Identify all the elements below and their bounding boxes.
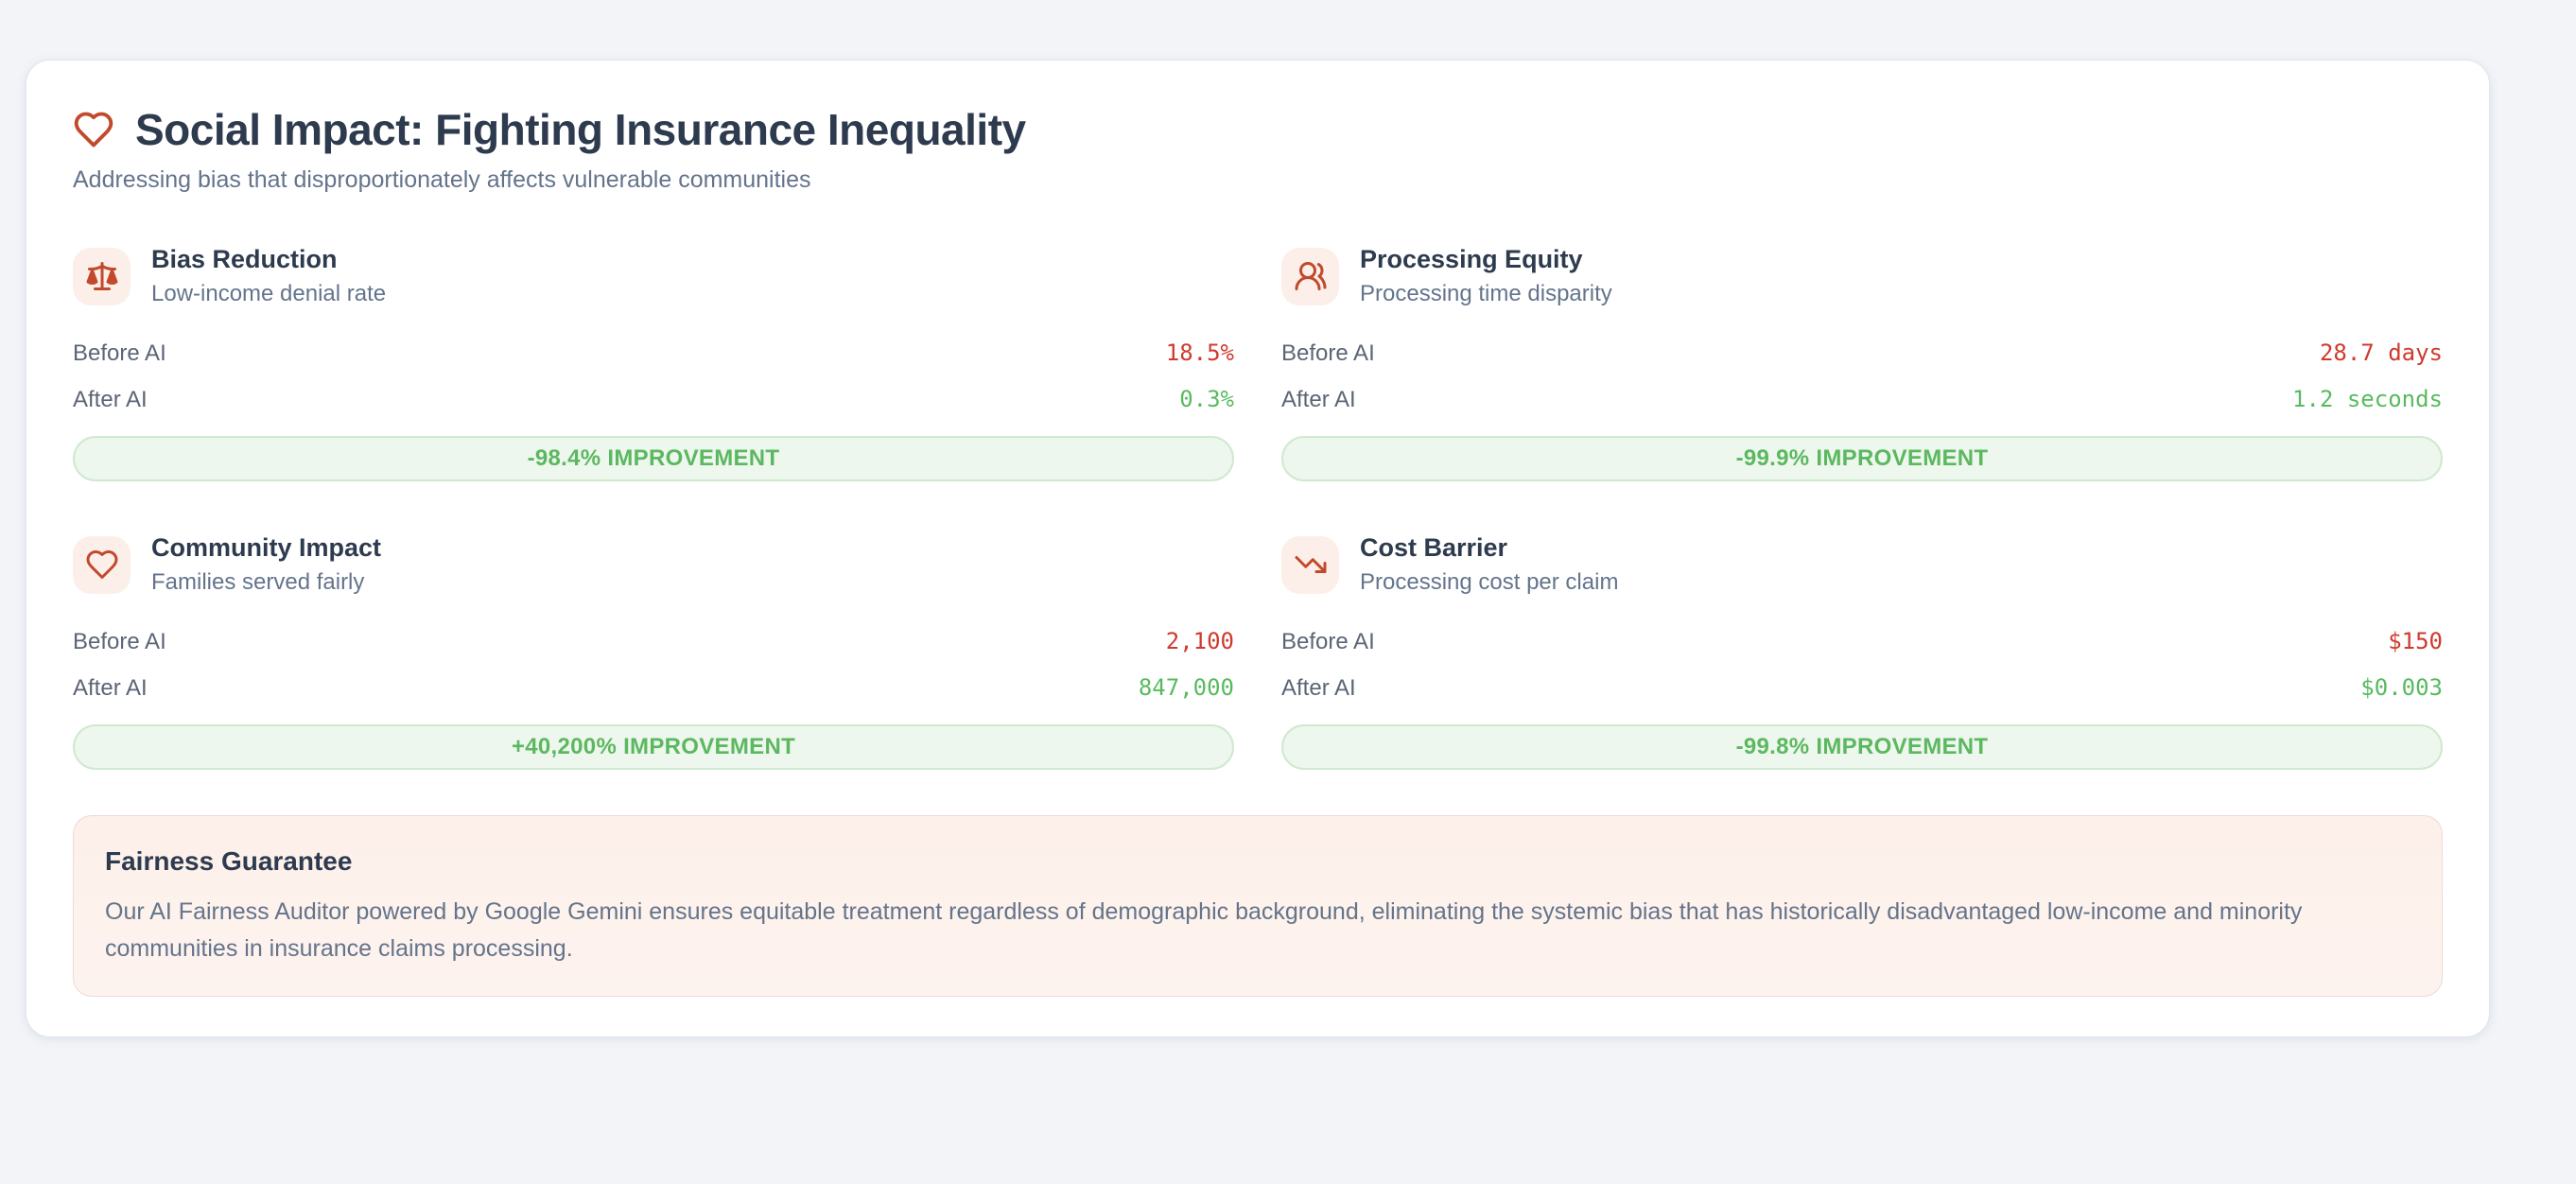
after-ai-row: After AI 847,000 xyxy=(73,674,1234,702)
before-ai-value: 18.5% xyxy=(1165,340,1234,366)
page-title: Social Impact: Fighting Insurance Inequa… xyxy=(135,105,1026,154)
metric-title: Community Impact xyxy=(151,533,382,562)
card-header: Social Impact: Fighting Insurance Inequa… xyxy=(73,104,2443,155)
metric-card-processing-equity: Processing Equity Processing time dispar… xyxy=(1281,245,2443,481)
after-ai-row: After AI 0.3% xyxy=(73,386,1234,413)
after-ai-label: After AI xyxy=(1281,675,1356,701)
after-ai-label: After AI xyxy=(73,387,148,412)
before-ai-label: Before AI xyxy=(1281,340,1375,366)
metric-heading-group: Processing Equity Processing time dispar… xyxy=(1360,245,1612,307)
after-ai-value: 1.2 seconds xyxy=(2292,386,2443,412)
metric-card-cost-barrier: Cost Barrier Processing cost per claim B… xyxy=(1281,533,2443,770)
metric-title: Bias Reduction xyxy=(151,245,338,273)
after-ai-label: After AI xyxy=(73,675,148,701)
metric-header: Cost Barrier Processing cost per claim xyxy=(1281,533,2443,596)
improvement-badge: -98.4% IMPROVEMENT xyxy=(73,436,1234,481)
icon-chip xyxy=(1281,247,1339,305)
metric-header: Processing Equity Processing time dispar… xyxy=(1281,245,2443,307)
metric-subtitle: Families served fairly xyxy=(151,569,365,595)
after-ai-value: 847,000 xyxy=(1138,674,1234,701)
improvement-badge: -99.9% IMPROVEMENT xyxy=(1281,436,2443,481)
metrics-grid: Bias Reduction Low-income denial rate Be… xyxy=(73,245,2443,770)
metric-rows: Before AI 2,100 After AI 847,000 xyxy=(73,628,1234,702)
fairness-guarantee-box: Fairness Guarantee Our AI Fairness Audit… xyxy=(73,815,2443,997)
after-ai-row: After AI $0.003 xyxy=(1281,674,2443,702)
before-ai-label: Before AI xyxy=(1281,629,1375,654)
scale-icon xyxy=(86,262,117,290)
social-impact-card: Social Impact: Fighting Insurance Inequa… xyxy=(26,60,2490,1037)
after-ai-row: After AI 1.2 seconds xyxy=(1281,386,2443,413)
icon-chip xyxy=(73,247,131,305)
improvement-badge: +40,200% IMPROVEMENT xyxy=(73,724,1234,770)
metric-card-bias-reduction: Bias Reduction Low-income denial rate Be… xyxy=(73,245,1234,481)
before-ai-value: 28.7 days xyxy=(2319,340,2443,366)
metric-rows: Before AI 18.5% After AI 0.3% xyxy=(73,340,1234,413)
metric-header: Bias Reduction Low-income denial rate xyxy=(73,245,1234,307)
metric-subtitle: Low-income denial rate xyxy=(151,281,387,306)
metric-card-community-impact: Community Impact Families served fairly … xyxy=(73,533,1234,770)
after-ai-label: After AI xyxy=(1281,387,1356,412)
heart-icon xyxy=(86,550,117,579)
icon-chip xyxy=(1281,535,1339,594)
fairness-guarantee-body: Our AI Fairness Auditor powered by Googl… xyxy=(105,898,2303,962)
metric-title: Processing Equity xyxy=(1360,245,1583,273)
after-ai-value: 0.3% xyxy=(1179,386,1234,412)
icon-chip xyxy=(73,535,131,594)
metric-heading-group: Bias Reduction Low-income denial rate xyxy=(151,245,386,307)
before-ai-label: Before AI xyxy=(73,629,166,654)
before-ai-row: Before AI 28.7 days xyxy=(1281,340,2443,367)
after-ai-value: $0.003 xyxy=(2360,674,2443,701)
improvement-badge: -99.8% IMPROVEMENT xyxy=(1281,724,2443,770)
metric-subtitle: Processing cost per claim xyxy=(1360,569,1619,595)
metric-title: Cost Barrier xyxy=(1360,533,1508,562)
heart-icon xyxy=(74,112,113,148)
users-icon xyxy=(1295,262,1326,290)
page-subtitle: Addressing bias that disproportionately … xyxy=(73,166,811,193)
before-ai-row: Before AI 18.5% xyxy=(73,340,1234,367)
trending-down-icon xyxy=(1295,556,1326,573)
metric-subtitle: Processing time disparity xyxy=(1360,281,1612,306)
before-ai-value: $150 xyxy=(2388,628,2443,654)
metric-header: Community Impact Families served fairly xyxy=(73,533,1234,596)
metric-heading-group: Community Impact Families served fairly xyxy=(151,533,381,596)
before-ai-value: 2,100 xyxy=(1165,628,1234,654)
before-ai-label: Before AI xyxy=(73,340,166,366)
fairness-guarantee-title: Fairness Guarantee xyxy=(105,846,353,876)
metric-heading-group: Cost Barrier Processing cost per claim xyxy=(1360,533,1618,596)
before-ai-row: Before AI 2,100 xyxy=(73,628,1234,655)
metric-rows: Before AI $150 After AI $0.003 xyxy=(1281,628,2443,702)
metric-rows: Before AI 28.7 days After AI 1.2 seconds xyxy=(1281,340,2443,413)
before-ai-row: Before AI $150 xyxy=(1281,628,2443,655)
